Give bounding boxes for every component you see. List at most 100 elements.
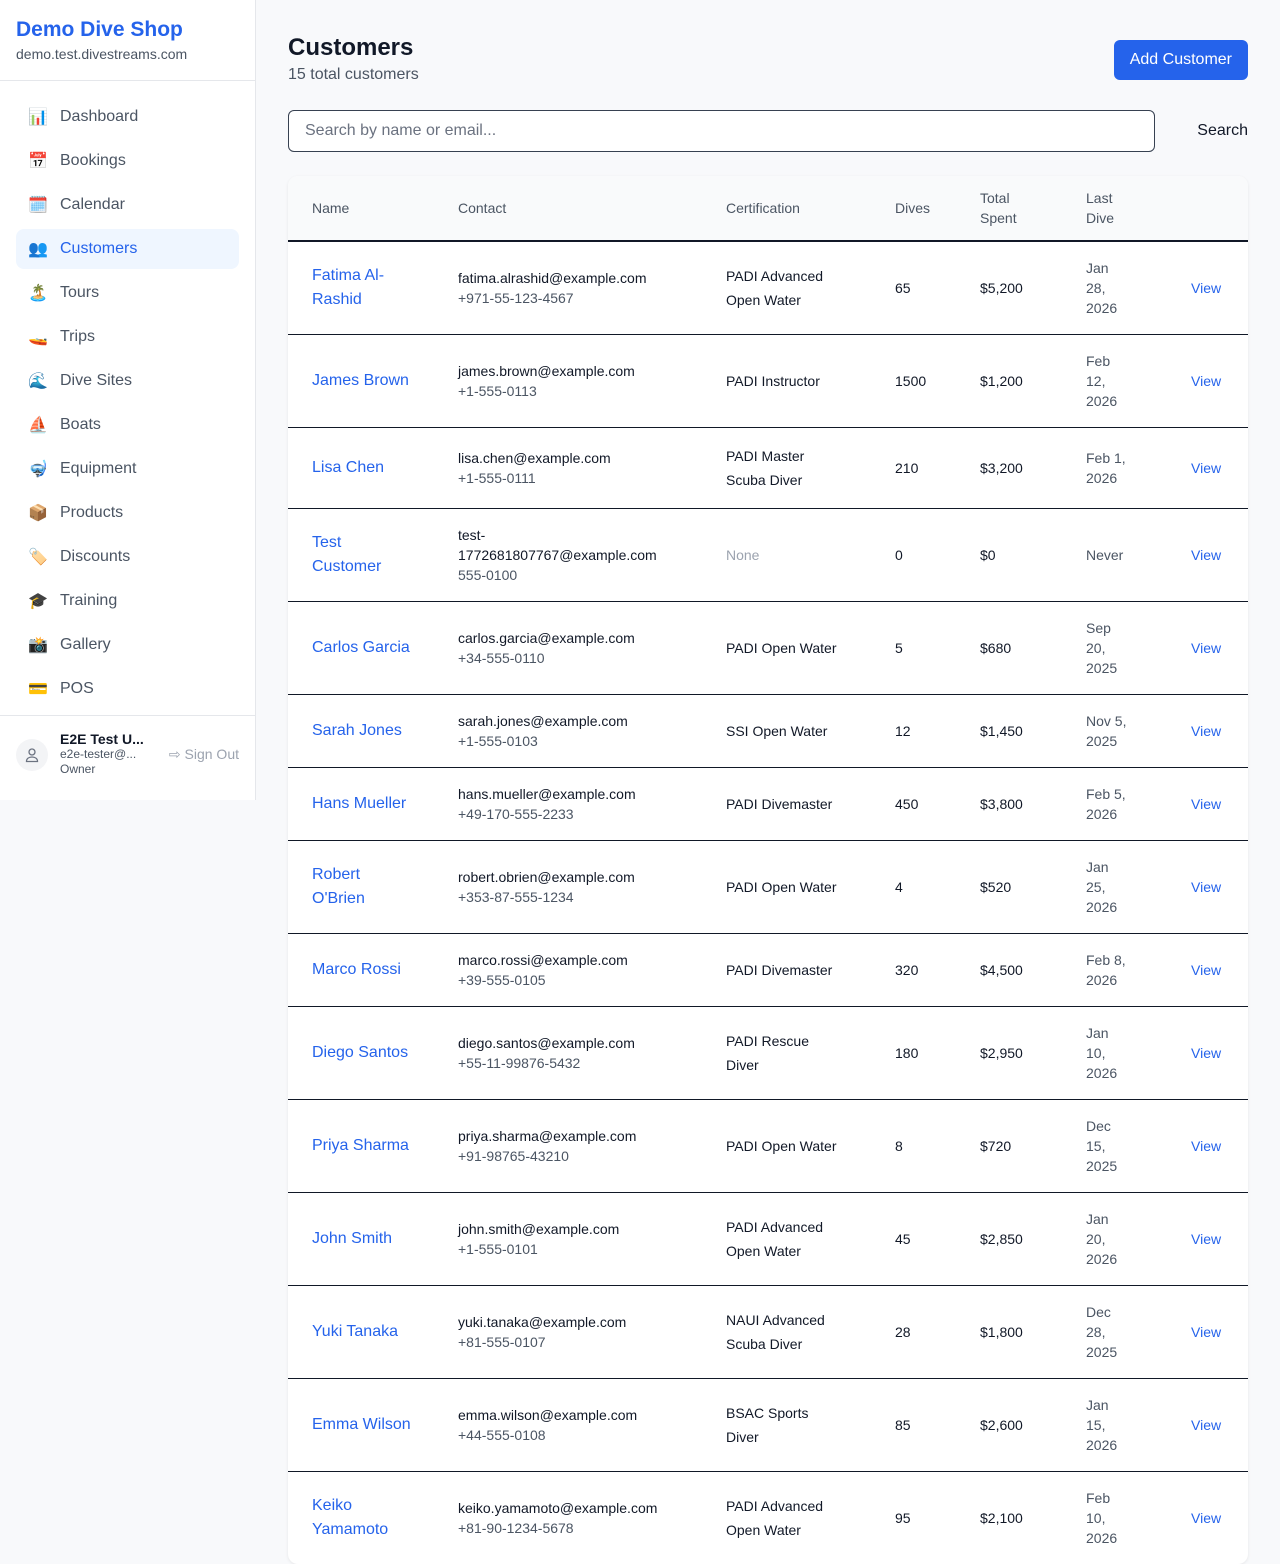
user-email: e2e-tester@... xyxy=(60,747,169,762)
sidebar-item-dive-sites[interactable]: 🌊Dive Sites xyxy=(16,361,239,401)
sidebar-item-equipment[interactable]: 🤿Equipment xyxy=(16,449,239,489)
customer-name-link[interactable]: Lisa Chen xyxy=(312,459,384,476)
customer-name-link[interactable]: John Smith xyxy=(312,1230,392,1247)
sidebar-item-trips[interactable]: 🚤 Trips xyxy=(16,317,239,357)
certification: NAUI Advanced Scuba Diver xyxy=(726,1312,825,1352)
sidebar-item-bookings[interactable]: 📅Bookings xyxy=(16,141,239,181)
last-dive: Feb 1, 2026 xyxy=(1062,428,1167,509)
last-dive: Feb 12, 2026 xyxy=(1062,335,1167,428)
column-header-dives: Dives xyxy=(871,176,956,241)
view-link[interactable]: View xyxy=(1191,1324,1221,1340)
trips-icon: 🚤 xyxy=(28,327,48,347)
certification: PADI Advanced Open Water xyxy=(726,1498,823,1538)
sidebar-item-dashboard[interactable]: 📊Dashboard xyxy=(16,97,239,137)
column-header-certification: Certification xyxy=(702,176,871,241)
view-link[interactable]: View xyxy=(1191,640,1221,656)
total-spent: $2,100 xyxy=(956,1472,1062,1564)
customer-name-link[interactable]: Marco Rossi xyxy=(312,961,401,978)
customer-name-link[interactable]: Sarah Jones xyxy=(312,722,402,739)
customer-email: john.smith@example.com xyxy=(458,1219,702,1239)
certification: PADI Divemaster xyxy=(726,962,832,978)
sidebar-item-discounts[interactable]: 🏷️Discounts xyxy=(16,537,239,577)
sign-out-icon: ⇨ xyxy=(169,746,185,762)
last-dive: Feb 5, 2026 xyxy=(1062,768,1167,841)
sidebar-item-gallery[interactable]: 📸Gallery xyxy=(16,625,239,665)
customer-phone: +971-55-123-4567 xyxy=(458,288,702,308)
customer-phone: +1-555-0111 xyxy=(458,468,702,488)
customer-phone: +91-98765-43210 xyxy=(458,1146,702,1166)
customer-email: robert.obrien@example.com xyxy=(458,867,702,887)
dives: 450 xyxy=(871,768,956,841)
total-spent: $720 xyxy=(956,1100,1062,1193)
total-spent: $520 xyxy=(956,841,1062,934)
sidebar-item-label: Equipment xyxy=(60,460,137,478)
customer-name-link[interactable]: Carlos Garcia xyxy=(312,639,410,656)
view-link[interactable]: View xyxy=(1191,723,1221,739)
sidebar-item-products[interactable]: 📦Products xyxy=(16,493,239,533)
search-button[interactable]: Search xyxy=(1155,122,1248,140)
view-link[interactable]: View xyxy=(1191,1045,1221,1061)
tours-icon: 🏝️ xyxy=(28,283,48,303)
last-dive: Jan 15, 2026 xyxy=(1062,1379,1167,1472)
view-link[interactable]: View xyxy=(1191,1417,1221,1433)
customer-name-link[interactable]: Robert O'Brien xyxy=(312,866,365,907)
dives: 12 xyxy=(871,695,956,768)
sidebar-item-label: Bookings xyxy=(60,152,126,170)
customer-email: test-1772681807767@example.com xyxy=(458,525,668,565)
table-row: John Smith john.smith@example.com+1-555-… xyxy=(288,1193,1248,1286)
view-link[interactable]: View xyxy=(1191,796,1221,812)
total-spent: $3,200 xyxy=(956,428,1062,509)
add-customer-button[interactable]: Add Customer xyxy=(1114,40,1248,80)
view-link[interactable]: View xyxy=(1191,280,1221,296)
column-header-total-spent: Total Spent xyxy=(956,176,1062,241)
shop-name[interactable]: Demo Dive Shop xyxy=(16,16,239,44)
view-link[interactable]: View xyxy=(1191,460,1221,476)
sidebar-item-tours[interactable]: 🏝️Tours xyxy=(16,273,239,313)
sidebar-item-label: Trips xyxy=(60,328,95,346)
total-spent: $1,200 xyxy=(956,335,1062,428)
view-link[interactable]: View xyxy=(1191,1231,1221,1247)
sign-out-button[interactable]: ⇨ Sign Out xyxy=(169,746,239,763)
customer-name-link[interactable]: Test Customer xyxy=(312,534,381,575)
table-row: Keiko Yamamoto keiko.yamamoto@example.co… xyxy=(288,1472,1248,1564)
customer-name-link[interactable]: Hans Mueller xyxy=(312,795,406,812)
customer-name-link[interactable]: Priya Sharma xyxy=(312,1137,409,1154)
sidebar-item-customers[interactable]: 👥Customers xyxy=(16,229,239,269)
table-row: Fatima Al-Rashid fatima.alrashid@example… xyxy=(288,241,1248,335)
view-link[interactable]: View xyxy=(1191,1138,1221,1154)
column-header-last-dive: Last Dive xyxy=(1062,176,1167,241)
sidebar-item-boats[interactable]: ⛵Boats xyxy=(16,405,239,445)
view-link[interactable]: View xyxy=(1191,962,1221,978)
dives: 180 xyxy=(871,1007,956,1100)
certification: PADI Divemaster xyxy=(726,796,832,812)
total-spent: $2,850 xyxy=(956,1193,1062,1286)
certification: PADI Open Water xyxy=(726,640,836,656)
sidebar-item-calendar[interactable]: 🗓️Calendar xyxy=(16,185,239,225)
view-link[interactable]: View xyxy=(1191,373,1221,389)
customer-name-link[interactable]: James Brown xyxy=(312,372,409,389)
dives: 0 xyxy=(871,509,956,602)
customer-email: carlos.garcia@example.com xyxy=(458,628,702,648)
customer-phone: +353-87-555-1234 xyxy=(458,887,702,907)
certification: PADI Instructor xyxy=(726,373,820,389)
dives: 210 xyxy=(871,428,956,509)
view-link[interactable]: View xyxy=(1191,879,1221,895)
last-dive: Jan 28, 2026 xyxy=(1062,241,1167,335)
training-icon: 🎓 xyxy=(28,591,48,611)
search-input[interactable] xyxy=(288,110,1155,152)
table-row: Robert O'Brien robert.obrien@example.com… xyxy=(288,841,1248,934)
sidebar-item-pos[interactable]: 💳POS xyxy=(16,669,239,709)
customer-phone: +1-555-0103 xyxy=(458,731,702,751)
user-name: E2E Test U... xyxy=(60,732,169,747)
view-link[interactable]: View xyxy=(1191,1510,1221,1526)
total-spent: $4,500 xyxy=(956,934,1062,1007)
customer-name-link[interactable]: Emma Wilson xyxy=(312,1416,411,1433)
customer-name-link[interactable]: Diego Santos xyxy=(312,1044,408,1061)
sidebar-item-training[interactable]: 🎓Training xyxy=(16,581,239,621)
last-dive: Feb 10, 2026 xyxy=(1062,1472,1167,1564)
view-link[interactable]: View xyxy=(1191,547,1221,563)
customer-name-link[interactable]: Yuki Tanaka xyxy=(312,1323,398,1340)
customer-name-link[interactable]: Fatima Al-Rashid xyxy=(312,267,384,308)
customer-name-link[interactable]: Keiko Yamamoto xyxy=(312,1497,388,1538)
